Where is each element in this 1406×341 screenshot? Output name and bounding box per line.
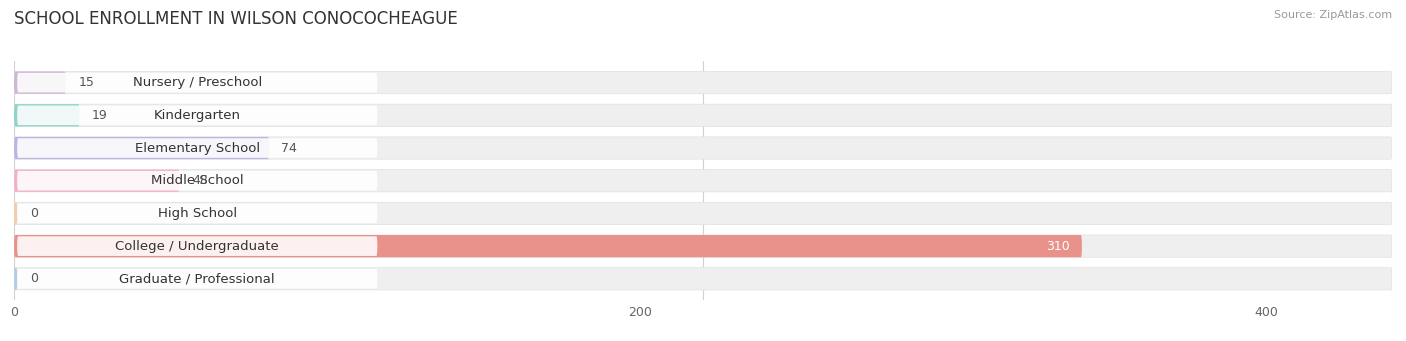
FancyBboxPatch shape — [14, 104, 80, 127]
FancyBboxPatch shape — [14, 169, 180, 192]
Text: 74: 74 — [281, 142, 297, 154]
FancyBboxPatch shape — [14, 235, 1083, 257]
Text: 19: 19 — [91, 109, 108, 122]
FancyBboxPatch shape — [17, 73, 377, 92]
Text: College / Undergraduate: College / Undergraduate — [115, 240, 280, 253]
FancyBboxPatch shape — [14, 104, 1392, 127]
Text: 0: 0 — [30, 272, 38, 285]
FancyBboxPatch shape — [17, 105, 377, 125]
Text: Elementary School: Elementary School — [135, 142, 260, 154]
FancyBboxPatch shape — [14, 268, 1392, 290]
Text: 310: 310 — [1046, 240, 1070, 253]
FancyBboxPatch shape — [17, 138, 377, 158]
Text: Kindergarten: Kindergarten — [153, 109, 240, 122]
Text: High School: High School — [157, 207, 236, 220]
FancyBboxPatch shape — [17, 171, 377, 191]
Text: 48: 48 — [193, 174, 208, 187]
Text: SCHOOL ENROLLMENT IN WILSON CONOCOCHEAGUE: SCHOOL ENROLLMENT IN WILSON CONOCOCHEAGU… — [14, 10, 458, 28]
FancyBboxPatch shape — [14, 72, 1392, 94]
FancyBboxPatch shape — [14, 202, 1392, 224]
Text: Source: ZipAtlas.com: Source: ZipAtlas.com — [1274, 10, 1392, 20]
Text: Middle School: Middle School — [150, 174, 243, 187]
FancyBboxPatch shape — [14, 235, 1392, 257]
Text: Nursery / Preschool: Nursery / Preschool — [132, 76, 262, 89]
FancyBboxPatch shape — [14, 268, 17, 290]
FancyBboxPatch shape — [17, 236, 377, 256]
FancyBboxPatch shape — [14, 72, 66, 94]
FancyBboxPatch shape — [17, 204, 377, 223]
FancyBboxPatch shape — [14, 137, 269, 159]
FancyBboxPatch shape — [17, 269, 377, 288]
FancyBboxPatch shape — [14, 137, 1392, 159]
Text: 15: 15 — [79, 76, 94, 89]
Text: 0: 0 — [30, 207, 38, 220]
FancyBboxPatch shape — [14, 169, 1392, 192]
FancyBboxPatch shape — [14, 202, 17, 224]
Text: Graduate / Professional: Graduate / Professional — [120, 272, 276, 285]
